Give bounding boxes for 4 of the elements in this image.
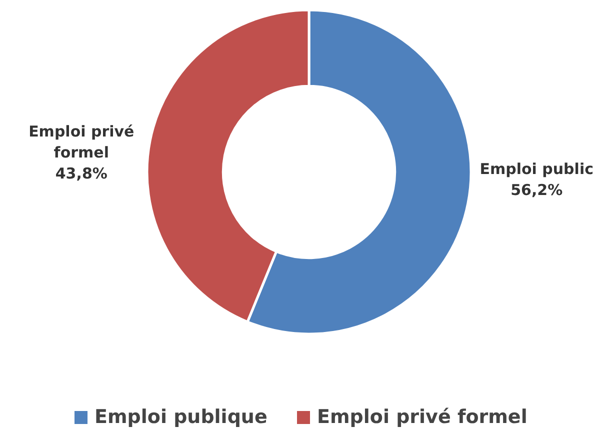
data-label: Emploi privé formel 43,8% (28, 122, 134, 183)
data-label: Emploi public 56,2% (480, 160, 594, 200)
legend-label: Emploi publique (94, 406, 268, 428)
legend-label: Emploi privé formel (317, 406, 528, 428)
